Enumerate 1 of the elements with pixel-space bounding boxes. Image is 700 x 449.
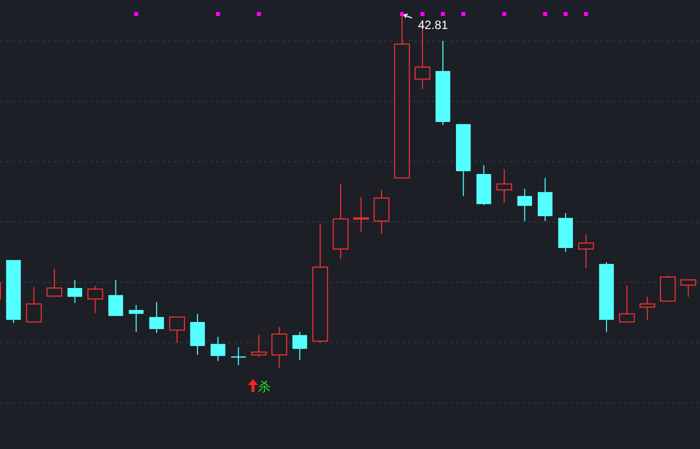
text: 杀: [258, 380, 271, 395]
